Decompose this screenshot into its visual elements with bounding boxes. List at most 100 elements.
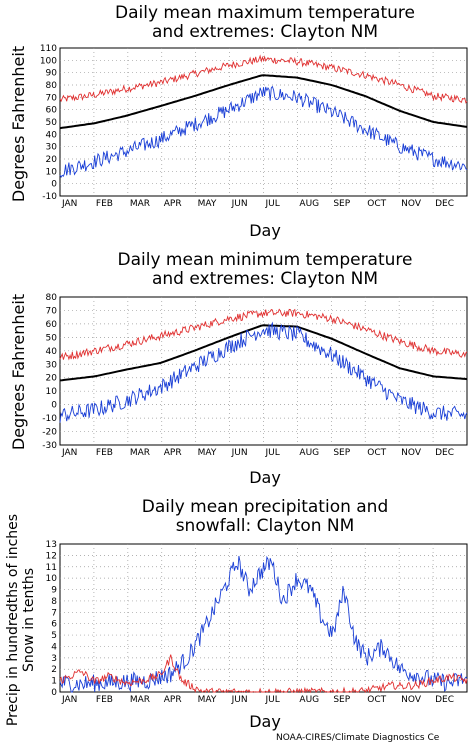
max-temp-chart: Daily mean maximum temperature and extre…	[9, 3, 468, 240]
y-tick-label: 30	[46, 143, 58, 153]
x-tick-label: AUG	[299, 695, 319, 705]
y-tick-label: 70	[46, 93, 58, 103]
chart-title-line: Daily mean maximum temperature	[115, 3, 415, 23]
y-tick-label: 10	[46, 387, 58, 397]
x-tick-label: APR	[164, 448, 182, 458]
y-tick-label: 9	[51, 586, 57, 596]
x-tick-label: AUG	[299, 199, 319, 209]
x-axis-label: Day	[249, 221, 281, 240]
y-tick-label: 110	[40, 44, 57, 54]
plot-area: JAN FEB MAR APR MAY JUN JUL AUG SEP OCT NOV DEC 01 23…	[46, 540, 468, 705]
x-tick-label: JUL	[265, 448, 280, 458]
x-tick-label: JUN	[231, 448, 248, 458]
x-tick-label: NOV	[401, 199, 422, 209]
x-tick-label: DEC	[435, 695, 454, 705]
y-tick-label: -10	[42, 192, 57, 202]
y-tick-label: 8	[51, 597, 57, 607]
x-tick-label: FEB	[96, 448, 113, 458]
y-axis-label: Precip in hundredths of inches	[5, 514, 21, 726]
y-tick-label: 7	[51, 608, 57, 618]
y-tick-label: 6	[51, 620, 57, 630]
y-tick-label: 100	[40, 56, 57, 66]
y-axis-label: Snow in tenths	[21, 568, 37, 672]
y-tick-label: 0	[51, 688, 57, 698]
x-tick-label: APR	[164, 695, 182, 705]
y-tick-label: 80	[46, 293, 58, 303]
plot-frame	[59, 47, 468, 197]
x-tick-label: FEB	[96, 695, 113, 705]
x-tick-label: JAN	[61, 448, 77, 458]
series-line-snow	[59, 654, 468, 694]
y-tick-label: -20	[42, 428, 57, 438]
y-tick-label: 40	[46, 130, 58, 140]
x-axis-label: Day	[249, 468, 281, 487]
y-tick-label: 5	[51, 631, 57, 641]
x-tick-label: JUL	[265, 695, 280, 705]
x-tick-label: DEC	[435, 199, 454, 209]
y-tick-label: 0	[51, 401, 57, 411]
x-tick-label: JUL	[265, 199, 280, 209]
x-tick-label: NOV	[401, 695, 422, 705]
x-tick-label: SEP	[333, 695, 350, 705]
precip-chart: Daily mean precipitation and snowfall: C…	[5, 497, 468, 731]
y-tick-label: 20	[46, 374, 58, 384]
chart-title-line: and extremes: Clayton NM	[152, 269, 378, 289]
series-line-mean	[59, 324, 468, 382]
series-line-mean	[59, 74, 468, 130]
y-tick-label: 10	[46, 167, 58, 177]
y-axis-label: Degrees Fahrenheit	[9, 294, 28, 450]
x-tick-label: OCT	[367, 695, 386, 705]
series-line-max_extreme	[59, 54, 468, 104]
y-tick-label: 50	[46, 118, 58, 128]
y-tick-label: -30	[42, 441, 57, 451]
x-tick-label: MAY	[198, 199, 217, 209]
y-tick-label: 13	[46, 540, 57, 550]
y-tick-label: -10	[42, 414, 57, 424]
chart-title-line: snowfall: Clayton NM	[176, 516, 355, 536]
x-tick-label: MAR	[130, 695, 150, 705]
y-tick-label: 2	[51, 665, 57, 675]
chart-title-line: and extremes: Clayton NM	[152, 22, 378, 42]
credit-text: NOAA-CIRES/Climate Diagnostics Ce	[276, 733, 440, 743]
y-tick-label: 60	[46, 320, 58, 330]
y-tick-label: 0	[51, 180, 57, 190]
y-axis-label: Degrees Fahrenheit	[9, 46, 28, 202]
x-tick-label: MAR	[130, 448, 150, 458]
y-tick-label: 90	[46, 69, 58, 79]
plot-area: JAN FEB MAR APR MAY JUN JUL AUG SEP OCT NOV DEC -10 0…	[40, 44, 468, 209]
y-tick-label: 30	[46, 360, 58, 370]
x-tick-label: JAN	[61, 199, 77, 209]
x-tick-label: JAN	[61, 695, 77, 705]
x-tick-label: FEB	[96, 199, 113, 209]
x-tick-label: OCT	[367, 199, 386, 209]
x-tick-label: MAR	[130, 199, 150, 209]
series-line-min_extreme	[59, 85, 468, 179]
series-line-precip	[59, 555, 468, 693]
x-tick-label: SEP	[333, 448, 350, 458]
series-line-max_extreme	[59, 308, 468, 361]
y-tick-label: 50	[46, 333, 58, 343]
x-tick-label: MAY	[198, 695, 217, 705]
x-tick-label: DEC	[435, 448, 454, 458]
x-axis-label: Day	[249, 712, 281, 731]
x-tick-label: NOV	[401, 448, 422, 458]
y-tick-label: 3	[51, 654, 57, 664]
y-tick-label: 20	[46, 155, 58, 165]
y-tick-label: 1	[51, 677, 57, 687]
y-tick-label: 4	[51, 642, 57, 652]
y-tick-label: 11	[46, 563, 57, 573]
x-tick-label: JUN	[231, 199, 248, 209]
x-tick-label: APR	[164, 199, 182, 209]
y-tick-label: 80	[46, 81, 58, 91]
y-tick-label: 70	[46, 306, 58, 316]
chart-title-line: Daily mean precipitation and	[142, 497, 389, 517]
x-tick-label: JUN	[231, 695, 248, 705]
chart-title-line: Daily mean minimum temperature	[118, 250, 413, 270]
y-tick-label: 40	[46, 347, 58, 357]
min-temp-chart: Daily mean minimum temperature and extre…	[9, 250, 468, 487]
plot-area: JAN FEB MAR APR MAY JUN JUL AUG SEP OCT NOV DEC -30 -…	[42, 293, 468, 458]
series-line-min_extreme	[59, 321, 468, 423]
x-tick-label: MAY	[198, 448, 217, 458]
y-tick-label: 60	[46, 106, 58, 116]
